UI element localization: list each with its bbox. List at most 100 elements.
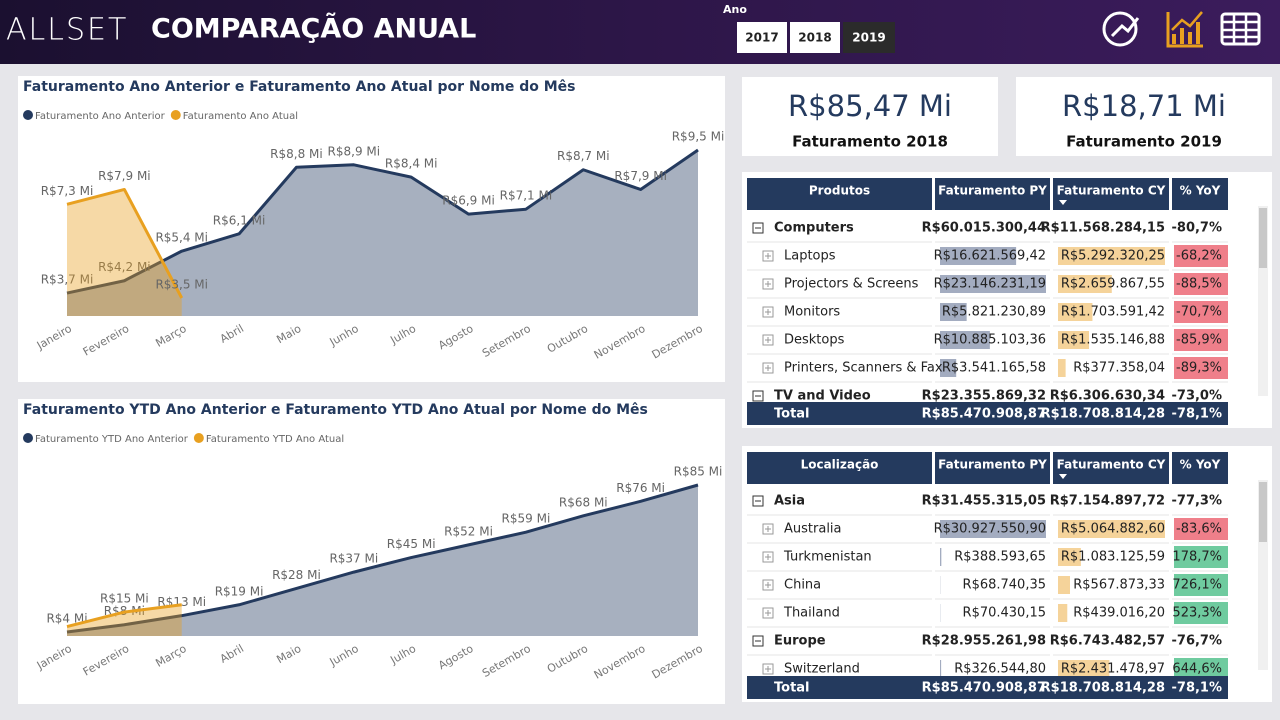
slicer-option[interactable] [737,22,787,53]
expand-icon[interactable] [762,663,774,675]
expand-icon[interactable] [762,579,774,591]
slicer-label: Ano [723,3,747,16]
scrollbar [1258,480,1268,670]
expand-icon[interactable] [752,390,764,402]
sort-indicator [1059,474,1067,479]
expand-icon-sign [765,666,771,672]
icon-chart-line [1171,11,1203,31]
data-label: R$52 Mi [444,524,493,538]
data-bar [940,660,942,676]
expand-icon-sign [765,554,771,560]
cell-value: R$23.355.869,32 [922,389,1046,404]
chart-title: Faturamento Ano Anterior e Faturamento A… [23,79,576,95]
icon-chart-bars [1172,22,1200,44]
scrollbar [1258,206,1268,396]
cell-value: -80,7% [1172,221,1223,236]
expand-icon-sign [765,281,771,287]
row-label: Switzerland [784,662,860,677]
expand-icon-sign [765,365,771,371]
legend-swatch [193,433,204,443]
expand-icon[interactable] [762,306,774,318]
data-label: R$4 Mi [46,612,87,626]
row-label: Asia [774,494,805,509]
expand-icon[interactable] [762,362,774,374]
expand-icon[interactable] [762,278,774,290]
cell-value: R$68.740,35 [963,578,1046,593]
table-body: Asia R$31.455.315,05 R$7.154.897,72 -77,3% A… [747,494,1228,677]
expand-icon[interactable] [762,334,774,346]
kpi-card [742,77,998,156]
expand-icon[interactable] [752,222,764,234]
icon-chart[interactable] [1166,12,1203,48]
data-label: R$68 Mi [559,495,608,509]
expand-icon-sign [765,253,771,259]
expand-icon[interactable] [762,250,774,262]
chart-panel [18,399,725,704]
yoy-cell [1174,245,1228,267]
cell-value: R$2.431.478,97 [1061,662,1165,677]
cell-value: -70,7% [1176,305,1222,320]
total-value: R$18.708.814,28 [1041,681,1165,696]
row-label: Europe [774,634,826,649]
data-bar [940,303,967,321]
column-header [935,452,1050,484]
slicer-option[interactable] [790,22,840,53]
column-header-label: Faturamento CY [1057,184,1166,198]
column-header [747,178,932,210]
data-label: R$7,9 Mi [98,169,151,183]
column-header [1053,178,1169,210]
cell-value: R$5.292.320,25 [1061,249,1165,264]
icon-gauge[interactable] [1102,11,1138,47]
cell-value: R$3.541.165,58 [942,361,1046,376]
cell-value: R$326.544,80 [954,662,1046,677]
data-bar [940,359,957,377]
expand-icon[interactable] [752,495,764,507]
kpi-card [1016,77,1272,156]
header-bar [0,0,1280,64]
cell-value: -85,9% [1176,333,1222,348]
row-label: China [784,578,821,593]
column-header [1172,452,1228,484]
expand-icon[interactable] [752,635,764,647]
yoy-cell [1174,574,1228,596]
cell-value: 178,7% [1172,550,1222,565]
cell-value: R$1.083.125,59 [1061,550,1165,565]
cell-value: R$567.873,33 [1073,578,1165,593]
kpi-value: R$85,47 Mi [788,89,952,123]
yoy-cell [1174,301,1228,323]
data-label: R$28 Mi [272,568,321,582]
total-row [747,676,1228,699]
total-value: R$18.708.814,28 [1041,407,1165,422]
row-label: Printers, Scanners & Fax [784,361,943,376]
kpi-label: Faturamento 2019 [1066,133,1222,151]
row-label: Projectors & Screens [784,277,919,292]
legend-swatch [23,110,33,120]
data-label: R$4,2 Mi [98,260,151,274]
data-label: R$7,9 Mi [614,169,667,183]
line [66,603,182,629]
cell-value: R$10.885.103,36 [934,333,1046,348]
total-value: R$85.470.908,87 [922,407,1046,422]
legend-label: Faturamento Ano Atual [183,111,298,122]
data-label: R$3,5 Mi [155,278,208,292]
cell-value: R$439.016,20 [1073,606,1165,621]
data-bar [940,548,942,566]
legend-label: Faturamento Ano Anterior [35,111,166,122]
data-bar [1058,275,1112,293]
expand-icon-sign [765,610,771,616]
data-bar [1058,247,1165,265]
expand-icon[interactable] [762,523,774,535]
chart-title: Faturamento YTD Ano Anterior e Faturamen… [23,402,648,418]
row-label: Thailand [783,606,840,621]
column-header-label: Faturamento CY [1057,458,1166,472]
data-label: R$7,1 Mi [500,189,553,203]
expand-icon[interactable] [762,607,774,619]
slicer-option[interactable] [843,22,895,53]
icon-table-grid [1222,14,1259,44]
expand-icon[interactable] [762,551,774,563]
cell-value: R$5.821.230,89 [942,305,1046,320]
cell-value: -83,6% [1176,522,1222,537]
table-body: Computers R$60.015.300,44R$11.568.284,15-… [747,221,1228,404]
row-label: Monitors [784,305,840,320]
